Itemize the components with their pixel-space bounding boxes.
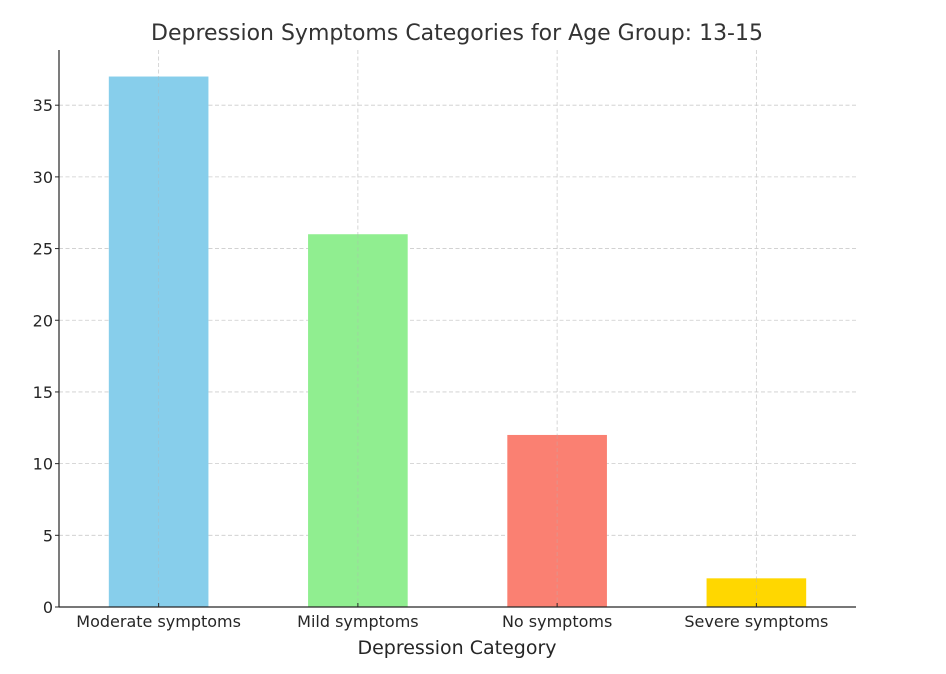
axes	[58, 50, 856, 608]
x-tick-label: Mild symptoms	[297, 612, 418, 631]
bar-moderate-symptoms	[108, 76, 209, 608]
y-tick-label: 25	[33, 240, 53, 259]
x-axis-label: Depression Category	[357, 637, 556, 659]
y-tick-label: 35	[33, 96, 53, 115]
y-ticks: 0 5 10 15 20 25 30 35	[33, 96, 59, 617]
y-tick-label: 30	[33, 168, 53, 187]
y-tick-label: 10	[33, 455, 53, 474]
chart-title: Depression Symptoms Categories for Age G…	[151, 21, 763, 46]
x-tick-label: No symptoms	[502, 612, 612, 631]
x-tick-label: Moderate symptoms	[76, 612, 241, 631]
x-ticks: Moderate symptoms Mild symptoms No symptom…	[76, 603, 828, 631]
bar-mild-symptoms	[308, 234, 408, 607]
bars	[108, 76, 807, 608]
x-tick-label: Severe symptoms	[684, 612, 828, 631]
y-tick-label: 0	[43, 598, 53, 617]
y-tick-label: 20	[33, 311, 53, 330]
bar-severe-symptoms	[706, 578, 807, 607]
y-tick-label: 15	[33, 383, 53, 402]
bar-no-symptoms	[507, 434, 607, 607]
y-tick-label: 5	[43, 526, 53, 545]
